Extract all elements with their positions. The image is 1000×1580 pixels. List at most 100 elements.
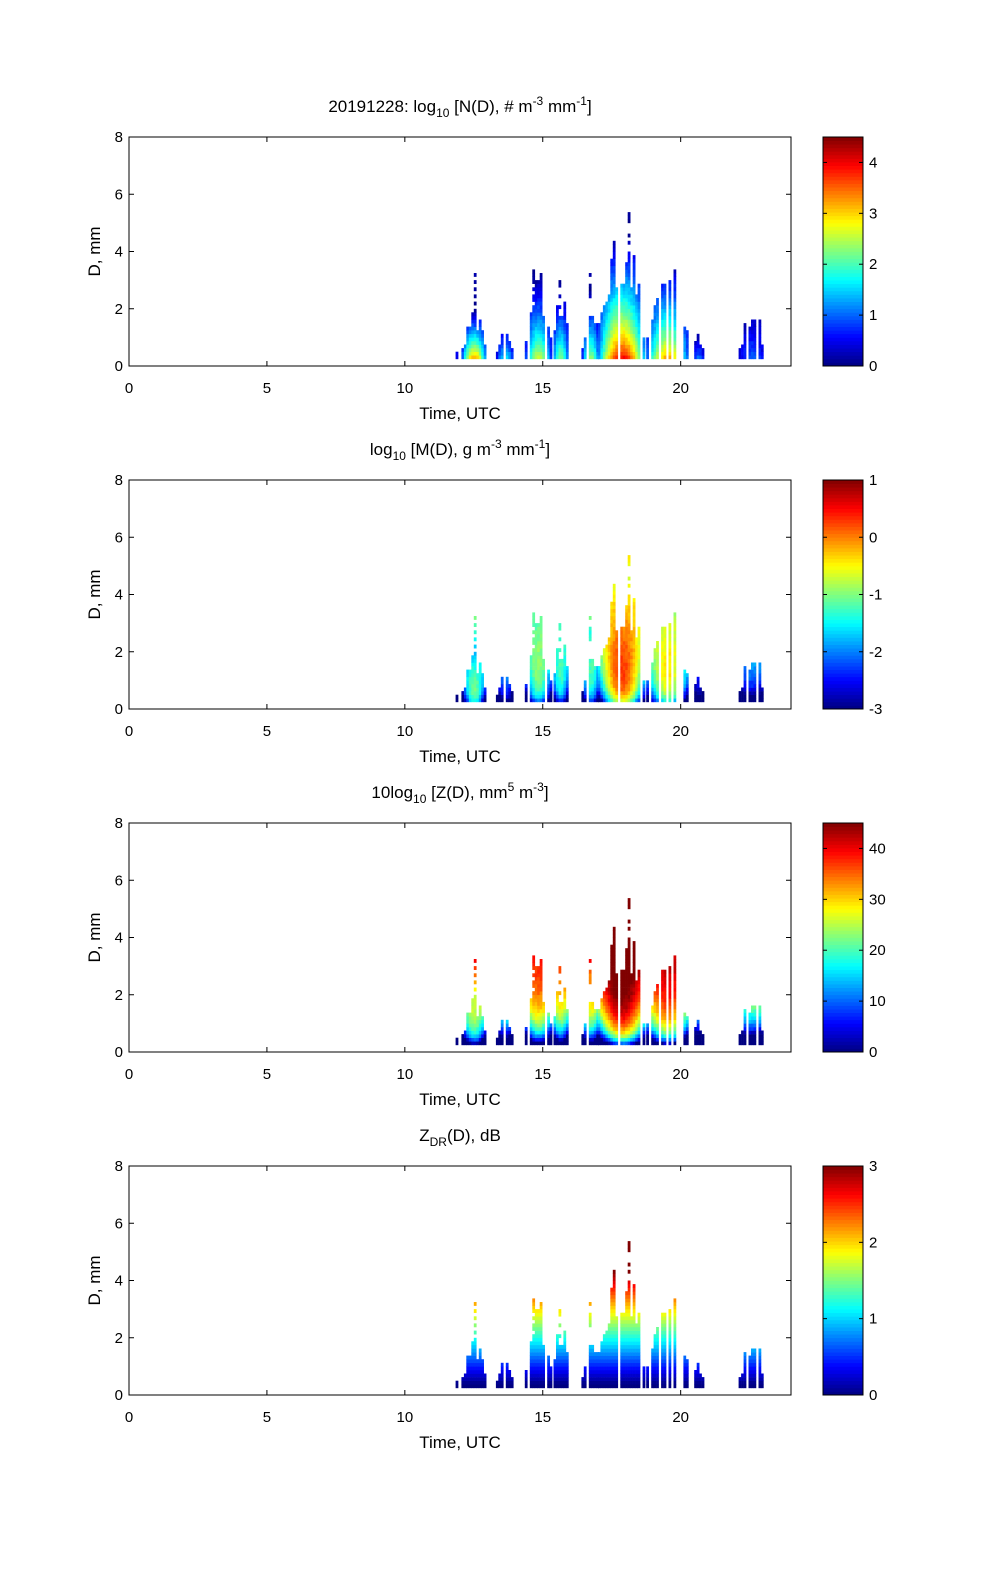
heatmap-cell	[612, 1037, 616, 1042]
colorbar-swatch	[823, 551, 863, 556]
heatmap-cell	[612, 1330, 616, 1335]
heatmap-cell	[558, 966, 562, 970]
heatmap-cell	[537, 1323, 540, 1328]
heatmap-cell	[588, 333, 592, 338]
colorbar-swatch	[823, 183, 863, 188]
heatmap-cell	[758, 1380, 762, 1385]
heatmap-cell	[471, 312, 475, 317]
heatmap-cell	[625, 973, 628, 978]
heatmap-cell	[481, 351, 484, 356]
heatmap-cell	[653, 1027, 657, 1031]
heatmap-cell	[473, 694, 477, 699]
heatmap-cell	[532, 1309, 536, 1313]
heatmap-cell	[630, 337, 633, 342]
heatmap-cell	[683, 1037, 687, 1042]
heatmap-cell	[563, 680, 567, 685]
title-segment: -3	[491, 437, 502, 451]
heatmap-cell	[607, 637, 611, 642]
heatmap-cell	[651, 666, 654, 670]
heatmap-cell	[685, 1019, 689, 1024]
heatmap-cell	[610, 1312, 614, 1317]
heatmap-cell	[758, 1034, 762, 1038]
heatmap-cell	[563, 1344, 567, 1349]
colorbar-swatch	[823, 565, 863, 570]
heatmap-cell	[620, 290, 624, 295]
heatmap-cell	[758, 1352, 762, 1356]
heatmap-cell	[663, 351, 667, 356]
heatmap-cell	[668, 305, 672, 310]
colorbar-swatch	[823, 1191, 863, 1196]
heatmap-cell	[612, 1319, 616, 1324]
heatmap-cell	[600, 1041, 604, 1046]
heatmap-cell	[699, 1034, 702, 1038]
heatmap-cell	[615, 630, 619, 635]
title-segment: -1	[576, 94, 587, 108]
heatmap-cell	[532, 698, 536, 703]
heatmap-cell	[593, 1034, 597, 1038]
heatmap-cell	[748, 669, 752, 674]
heatmap-cell	[646, 1377, 649, 1381]
heatmap-cell	[635, 1005, 638, 1010]
heatmap-cell	[591, 1344, 595, 1349]
heatmap-cell	[620, 1316, 624, 1321]
heatmap-cell	[602, 651, 606, 656]
colorbar-swatch	[823, 1241, 863, 1246]
heatmap-cell	[637, 1341, 641, 1346]
heatmap-cell	[632, 1377, 636, 1381]
heatmap-cell	[610, 355, 614, 360]
heatmap-cell	[547, 698, 550, 703]
heatmap-cell	[591, 673, 595, 678]
heatmap-cell	[635, 698, 638, 703]
heatmap-cell	[529, 1034, 533, 1038]
heatmap-cell	[481, 1019, 484, 1024]
heatmap-cell	[622, 1352, 626, 1356]
heatmap-cell	[627, 658, 631, 663]
heatmap-cell	[612, 959, 616, 963]
heatmap-cell	[588, 355, 592, 360]
heatmap-cell	[751, 1030, 754, 1035]
heatmap-cell	[663, 666, 667, 670]
heatmap-cell	[495, 355, 499, 360]
heatmap-cell	[632, 698, 636, 703]
heatmap-cell	[539, 962, 543, 967]
heatmap-cell	[668, 630, 672, 635]
heatmap-cell	[673, 301, 677, 306]
colorbar-swatch	[823, 951, 863, 956]
heatmap-cell	[758, 666, 762, 670]
heatmap-cell	[615, 1016, 619, 1021]
heatmap-cell	[663, 633, 667, 638]
heatmap-cell	[632, 648, 636, 653]
heatmap-cell	[593, 1384, 597, 1389]
heatmap-cell	[605, 1352, 609, 1356]
heatmap-cell	[466, 1023, 470, 1028]
heatmap-cell	[625, 662, 628, 667]
heatmap-cell	[612, 305, 616, 310]
heatmap-cell	[630, 1344, 633, 1349]
heatmap-cell	[558, 666, 562, 670]
heatmap-cell	[685, 348, 689, 352]
heatmap-cell	[471, 698, 475, 703]
colorbar-tick-label: 1	[869, 1311, 877, 1328]
heatmap-cell	[534, 355, 538, 360]
heatmap-cell	[610, 619, 614, 624]
colorbar-swatch	[823, 912, 863, 917]
heatmap-cell	[673, 1319, 677, 1324]
heatmap-cell	[607, 308, 611, 313]
heatmap-cell	[524, 684, 528, 688]
heatmap-cell	[532, 637, 536, 642]
heatmap-cell	[473, 326, 477, 331]
heatmap-cell	[637, 976, 641, 981]
heatmap-cell	[602, 669, 606, 674]
heatmap-cell	[529, 1377, 533, 1381]
heatmap-cell	[537, 976, 540, 981]
heatmap-cell	[627, 598, 631, 602]
heatmap-cell	[748, 1362, 752, 1367]
heatmap-cell	[602, 691, 606, 695]
heatmap-cell	[668, 676, 672, 681]
heatmap-cell	[539, 1362, 543, 1367]
heatmap-cell	[632, 1330, 636, 1335]
heatmap-cell	[625, 633, 628, 638]
heatmap-cell	[748, 1027, 752, 1031]
heatmap-cell	[532, 630, 536, 635]
heatmap-cell	[542, 687, 545, 692]
